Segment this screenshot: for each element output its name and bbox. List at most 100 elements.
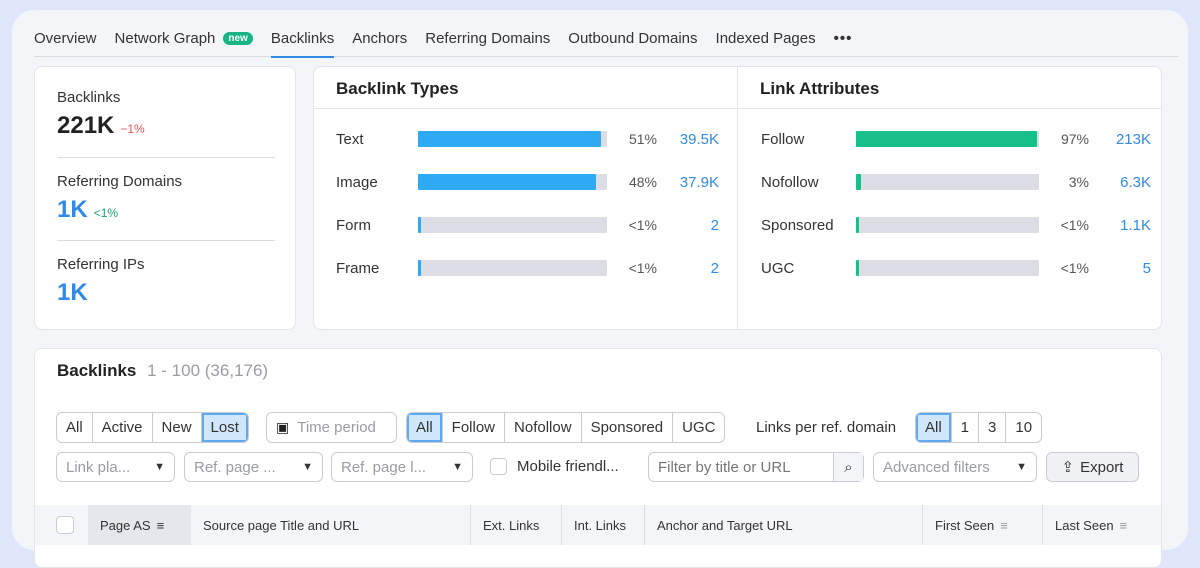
new-badge: new: [223, 31, 253, 45]
links-per-domain-label: Links per ref. domain: [756, 419, 897, 436]
count-link[interactable]: 2: [710, 260, 719, 277]
tab-label: Indexed Pages: [715, 29, 816, 47]
chevron-down-icon: ▼: [302, 461, 313, 473]
row-label: Frame: [336, 259, 380, 277]
link-placement-dropdown[interactable]: Link pla... ▼: [56, 452, 175, 482]
stats-card: Backlinks 221K −1% Referring Domains 1K <1…: [34, 66, 296, 330]
more-horizontal-icon[interactable]: •••: [833, 29, 853, 47]
links-per-10-button[interactable]: 10: [1015, 419, 1033, 436]
column-page-as[interactable]: Page AS ≡: [88, 505, 191, 545]
stat-label: Backlinks: [57, 89, 121, 106]
search-icon[interactable]: ⌕: [833, 453, 863, 481]
bar-fill: [856, 217, 859, 233]
links-per-3-button[interactable]: 3: [979, 413, 1007, 442]
tab-outbound-domains[interactable]: Outbound Domains: [568, 20, 697, 57]
percent-label: 3%: [1068, 174, 1089, 190]
column-label: Source page Title and URL: [203, 517, 360, 533]
tab-backlinks[interactable]: Backlinks: [270, 20, 335, 58]
count-link[interactable]: 2: [710, 217, 719, 234]
stat-label: Referring Domains: [57, 173, 183, 190]
calendar-icon: ▣: [276, 419, 290, 435]
links-per-domain-filter: All 1 3 10: [915, 412, 1043, 443]
row-label: Sponsored: [761, 216, 834, 234]
tab-indexed-pages[interactable]: Indexed Pages: [716, 20, 816, 57]
mobile-friendly-checkbox[interactable]: [490, 458, 507, 475]
link-type-filter: All Follow Nofollow Sponsored UGC: [406, 412, 726, 443]
percent-label: <1%: [1060, 217, 1089, 233]
count-link[interactable]: 37.9K: [679, 174, 719, 191]
status-lost-button[interactable]: Lost: [201, 413, 248, 442]
dropdown-label: Advanced filters: [883, 458, 990, 476]
type-ugc-button[interactable]: UGC: [682, 419, 716, 436]
bar-fill: [418, 217, 421, 233]
column-last-seen[interactable]: Last Seen ≡: [1042, 505, 1161, 545]
count-link[interactable]: 213K: [1115, 131, 1151, 148]
count-link[interactable]: 6.3K: [1120, 174, 1151, 191]
count-link[interactable]: 39.5K: [679, 131, 719, 148]
export-label: Export: [1080, 458, 1124, 476]
status-all-button[interactable]: All: [57, 413, 93, 442]
dropdown-label: Ref. page l...: [341, 458, 427, 476]
percent-label: <1%: [1060, 260, 1089, 276]
row-label: Nofollow: [761, 173, 819, 191]
stat-value[interactable]: 1K: [57, 196, 88, 223]
type-follow-button[interactable]: Follow: [443, 413, 506, 442]
divider: [57, 157, 275, 158]
table-header: [35, 505, 1161, 545]
result-count: 1 - 100 (36,176): [147, 361, 269, 380]
section-title: Backlinks: [57, 361, 137, 380]
tab-label: Network Graph: [114, 29, 216, 47]
search-input[interactable]: [649, 458, 829, 476]
chevron-down-icon: ▼: [452, 461, 463, 473]
bar-fill: [856, 260, 859, 276]
stat-value[interactable]: 1K: [57, 279, 88, 306]
column-first-seen[interactable]: First Seen ≡: [922, 505, 1042, 545]
row-label: Text: [336, 130, 364, 148]
type-sponsored-button[interactable]: Sponsored: [582, 413, 674, 442]
percent-label: 51%: [628, 131, 657, 147]
select-all-checkbox[interactable]: [56, 516, 74, 534]
progress-bar: [418, 131, 607, 147]
ref-page-lang-dropdown[interactable]: Ref. page l... ▼: [331, 452, 473, 482]
ref-page-dropdown[interactable]: Ref. page ... ▼: [184, 452, 323, 482]
stat-label: Referring IPs: [57, 256, 145, 273]
row-label: Follow: [761, 130, 805, 148]
type-nofollow-button[interactable]: Nofollow: [505, 413, 582, 442]
count-link[interactable]: 1.1K: [1120, 217, 1151, 234]
distribution-card: Backlink Types Link Attributes Text 51% …: [313, 66, 1162, 330]
tab-label: Anchors: [352, 29, 408, 47]
stat-change: −1%: [120, 122, 145, 136]
column-label: Ext. Links: [483, 517, 540, 533]
advanced-filters-dropdown[interactable]: Advanced filters ▼: [873, 452, 1037, 482]
status-active-button[interactable]: Active: [93, 413, 153, 442]
links-per-all-button[interactable]: All: [916, 413, 952, 442]
stat-value[interactable]: 221K: [57, 112, 115, 139]
link-attributes-title: Link Attributes: [738, 67, 1161, 109]
bar-fill: [856, 131, 1038, 147]
export-button[interactable]: ⇪ Export: [1046, 452, 1139, 482]
tab-label: Backlinks: [270, 29, 335, 47]
tab-label: Referring Domains: [425, 29, 551, 47]
stat-referring-ips: Referring IPs 1K: [57, 256, 275, 307]
tab-referring-domains[interactable]: Referring Domains: [425, 20, 550, 57]
tab-bar: Overview Network Graph new Backlinks Anch…: [34, 20, 1178, 58]
bar-fill: [418, 174, 596, 190]
type-all-button[interactable]: All: [407, 413, 443, 442]
links-per-1-button[interactable]: 1: [952, 413, 980, 442]
divider: [57, 240, 275, 241]
sort-icon: ≡: [156, 517, 165, 533]
time-period-button[interactable]: ▣ Time period: [266, 412, 397, 443]
tab-label: Outbound Domains: [568, 29, 698, 47]
search-field: ⌕: [648, 452, 864, 482]
tab-overview[interactable]: Overview: [34, 20, 97, 57]
mobile-friendly-label: Mobile friendl...: [517, 458, 619, 475]
tab-anchors[interactable]: Anchors: [352, 20, 407, 57]
percent-label: 97%: [1060, 131, 1089, 147]
count-link[interactable]: 5: [1142, 260, 1151, 277]
column-label: Int. Links: [574, 517, 627, 533]
row-label: UGC: [761, 259, 795, 277]
status-new-button[interactable]: New: [153, 413, 202, 442]
sort-icon: ≡: [1119, 517, 1128, 533]
tab-network-graph[interactable]: Network Graph new: [115, 20, 253, 57]
bar-fill: [418, 131, 602, 147]
